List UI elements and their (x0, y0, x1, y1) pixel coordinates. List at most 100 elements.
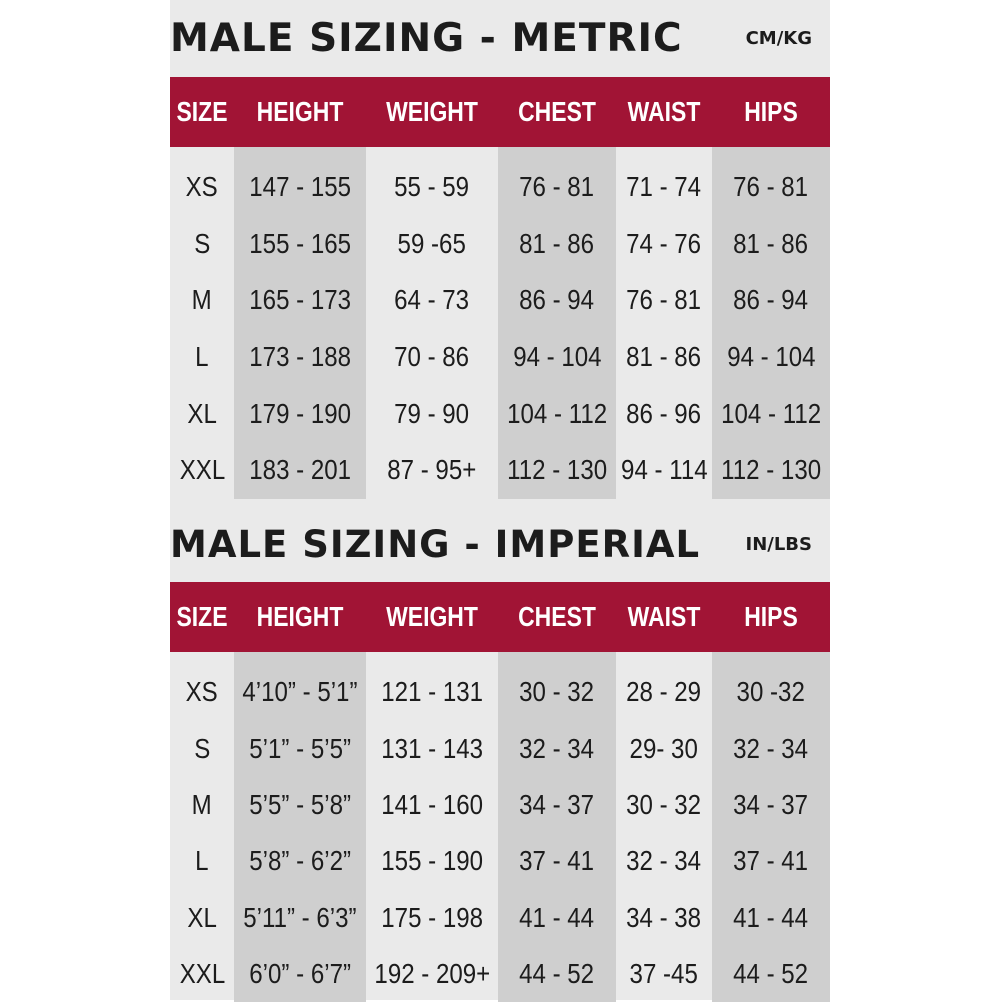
imperial-title-row: MALE SIZING - IMPERIAL IN/LBS (170, 507, 830, 582)
table-cell: 104 - 112 (721, 397, 821, 429)
table-cell: 86 - 94 (733, 284, 809, 316)
header-height: HEIGHT (256, 96, 344, 127)
height-column: 147 - 155 155 - 165 165 - 173 173 - 188 … (234, 147, 366, 499)
metric-title: MALE SIZING - METRIC (170, 16, 683, 61)
table-cell: 131 - 143 (381, 732, 483, 764)
table-cell: 79 - 90 (394, 397, 470, 429)
imperial-title: MALE SIZING - IMPERIAL (170, 523, 701, 566)
table-cell: S (193, 732, 211, 764)
table-cell: 37 -45 (629, 958, 699, 990)
metric-header-row: SIZE HEIGHT WEIGHT CHEST WAIST HIPS (170, 77, 830, 147)
table-cell: 74 - 76 (626, 227, 702, 259)
table-cell: 5’8” - 6’2” (249, 845, 351, 877)
header-chest: CHEST (518, 96, 596, 127)
table-cell: 104 - 112 (507, 397, 607, 429)
table-cell: 44 - 52 (733, 958, 809, 990)
table-cell: 71 - 74 (626, 171, 702, 203)
chest-column: 30 - 32 32 - 34 34 - 37 37 - 41 41 - 44 … (498, 652, 616, 1002)
table-cell: 5’5” - 5’8” (249, 788, 351, 820)
table-cell: 94 - 104 (512, 341, 602, 373)
table-cell: 41 - 44 (519, 901, 595, 933)
table-cell: 112 - 130 (507, 454, 607, 486)
imperial-section: MALE SIZING - IMPERIAL IN/LBS SIZE HEIGH… (170, 507, 830, 1002)
table-cell: 81 - 86 (733, 227, 809, 259)
header-chest: CHEST (518, 601, 596, 632)
header-waist: WAIST (627, 601, 701, 632)
table-cell: 94 - 104 (726, 341, 816, 373)
table-cell: 76 - 81 (733, 171, 809, 203)
table-cell: 76 - 81 (626, 284, 702, 316)
table-cell: 147 - 155 (249, 171, 351, 203)
table-cell: 94 - 114 (620, 454, 708, 486)
table-cell: 81 - 86 (519, 227, 595, 259)
table-cell: 30 - 32 (626, 788, 702, 820)
header-waist: WAIST (627, 96, 701, 127)
table-cell: XL (187, 901, 217, 933)
table-cell: 28 - 29 (626, 676, 702, 708)
height-column: 4’10” - 5’1” 5’1” - 5’5” 5’5” - 5’8” 5’8… (234, 652, 366, 1002)
weight-column: 55 - 59 59 -65 64 - 73 70 - 86 79 - 90 8… (366, 147, 498, 499)
table-cell: 34 - 37 (733, 788, 809, 820)
table-cell: M (191, 788, 213, 820)
table-cell: XS (185, 171, 219, 203)
table-cell: 155 - 165 (249, 227, 351, 259)
header-hips: HIPS (744, 601, 798, 632)
table-cell: 76 - 81 (519, 171, 595, 203)
header-hips: HIPS (744, 96, 798, 127)
size-column: XS S M L XL XXL (170, 652, 234, 1002)
table-cell: 32 - 34 (519, 732, 595, 764)
table-cell: 175 - 198 (381, 901, 483, 933)
table-cell: 4’10” - 5’1” (242, 676, 358, 708)
header-size: SIZE (176, 96, 228, 127)
table-cell: 30 - 32 (519, 676, 595, 708)
table-cell: 87 - 95+ (387, 454, 477, 486)
table-cell: 155 - 190 (381, 845, 483, 877)
metric-unit: CM/KG (745, 28, 812, 49)
table-cell: 86 - 94 (519, 284, 595, 316)
table-cell: 34 - 38 (626, 901, 702, 933)
table-cell: XXL (179, 958, 225, 990)
table-cell: XL (187, 397, 217, 429)
table-cell: 34 - 37 (519, 788, 595, 820)
table-cell: 179 - 190 (249, 397, 351, 429)
table-cell: 37 - 41 (733, 845, 809, 877)
hips-column: 30 -32 32 - 34 34 - 37 37 - 41 41 - 44 4… (712, 652, 830, 1002)
table-cell: 173 - 188 (249, 341, 351, 373)
hips-column: 76 - 81 81 - 86 86 - 94 94 - 104 104 - 1… (712, 147, 830, 499)
table-cell: 5’1” - 5’5” (249, 732, 351, 764)
header-weight: WEIGHT (386, 96, 478, 127)
table-cell: 44 - 52 (519, 958, 595, 990)
metric-table-body: XS S M L XL XXL 147 - 155 155 - 165 165 … (170, 147, 830, 499)
size-column: XS S M L XL XXL (170, 147, 234, 499)
table-cell: 86 - 96 (626, 397, 702, 429)
weight-column: 121 - 131 131 - 143 141 - 160 155 - 190 … (366, 652, 498, 1002)
header-height: HEIGHT (256, 601, 344, 632)
table-cell: XS (185, 676, 219, 708)
table-cell: S (193, 227, 211, 259)
table-cell: 183 - 201 (249, 454, 351, 486)
table-cell: 165 - 173 (249, 284, 351, 316)
table-cell: 64 - 73 (394, 284, 470, 316)
table-cell: 192 - 209+ (374, 958, 490, 990)
imperial-table-body: XS S M L XL XXL 4’10” - 5’1” 5’1” - 5’5”… (170, 652, 830, 1002)
metric-section: MALE SIZING - METRIC CM/KG SIZE HEIGHT W… (170, 0, 830, 499)
table-cell: 32 - 34 (626, 845, 702, 877)
table-cell: 32 - 34 (733, 732, 809, 764)
waist-column: 28 - 29 29- 30 30 - 32 32 - 34 34 - 38 3… (616, 652, 712, 1002)
table-cell: 37 - 41 (519, 845, 595, 877)
table-cell: 59 -65 (397, 227, 467, 259)
table-cell: 6’0” - 6’7” (249, 958, 351, 990)
table-cell: L (195, 341, 209, 373)
table-cell: 81 - 86 (626, 341, 702, 373)
header-weight: WEIGHT (386, 601, 478, 632)
waist-column: 71 - 74 74 - 76 76 - 81 81 - 86 86 - 96 … (616, 147, 712, 499)
table-cell: 41 - 44 (733, 901, 809, 933)
table-cell: 5’11” - 6’3” (243, 901, 357, 933)
chest-column: 76 - 81 81 - 86 86 - 94 94 - 104 104 - 1… (498, 147, 616, 499)
metric-title-row: MALE SIZING - METRIC CM/KG (170, 0, 830, 77)
table-cell: 112 - 130 (721, 454, 821, 486)
table-cell: 55 - 59 (394, 171, 470, 203)
table-cell: 30 -32 (736, 676, 806, 708)
imperial-header-row: SIZE HEIGHT WEIGHT CHEST WAIST HIPS (170, 582, 830, 652)
table-cell: 141 - 160 (381, 788, 483, 820)
